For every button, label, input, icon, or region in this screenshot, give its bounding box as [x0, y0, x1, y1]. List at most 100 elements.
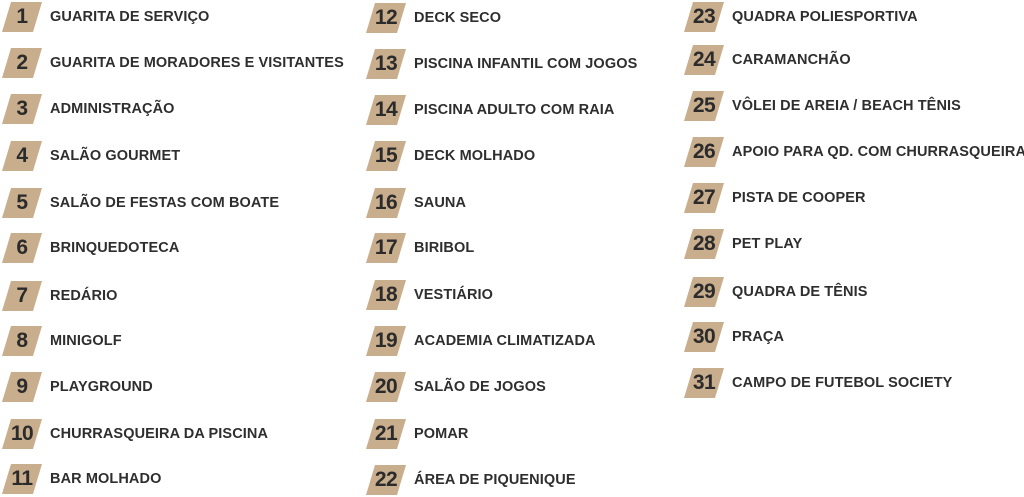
number-badge: 27 — [684, 183, 724, 213]
legend-item: 27 PISTA DE COOPER — [684, 181, 866, 215]
item-number: 4 — [16, 144, 28, 167]
item-label: BAR MOLHADO — [50, 471, 162, 487]
item-number: 23 — [692, 5, 716, 28]
legend-item: 21 POMAR — [366, 417, 468, 451]
number-badge: 20 — [366, 372, 406, 402]
legend-item: 5 SALÃO DE FESTAS COM BOATE — [2, 186, 279, 220]
legend-item: 23 QUADRA POLIESPORTIVA — [684, 0, 918, 34]
number-badge: 26 — [684, 137, 724, 167]
item-label: SALÃO DE FESTAS COM BOATE — [50, 195, 280, 211]
item-label: SAUNA — [414, 195, 467, 211]
item-number: 10 — [10, 422, 34, 445]
legend-item: 26 APOIO PARA QD. COM CHURRASQUEIRA — [684, 135, 1024, 169]
number-badge: 4 — [2, 141, 42, 171]
item-number: 25 — [692, 94, 716, 117]
item-number: 18 — [374, 283, 398, 306]
item-label: CARAMANCHÃO — [732, 52, 851, 68]
legend-item: 31 CAMPO DE FUTEBOL SOCIETY — [684, 366, 952, 400]
item-label: PRAÇA — [732, 329, 785, 345]
item-label: DECK SECO — [414, 10, 502, 26]
item-label: PET PLAY — [732, 236, 803, 252]
item-label: SALÃO GOURMET — [50, 148, 181, 164]
item-label: MINIGOLF — [50, 333, 122, 349]
item-number: 3 — [16, 97, 28, 120]
item-label: SALÃO DE JOGOS — [414, 379, 546, 395]
item-number: 22 — [374, 468, 398, 491]
number-badge: 13 — [366, 49, 406, 79]
legend-item: 30 PRAÇA — [684, 320, 784, 354]
number-badge: 23 — [684, 2, 724, 32]
number-badge: 21 — [366, 419, 406, 449]
number-badge: 5 — [2, 188, 42, 218]
number-badge: 25 — [684, 91, 724, 121]
item-number: 19 — [374, 329, 398, 352]
item-number: 24 — [692, 48, 716, 71]
item-label: CHURRASQUEIRA DA PISCINA — [50, 426, 269, 442]
legend-item: 7 REDÁRIO — [2, 279, 118, 313]
item-number: 14 — [374, 98, 398, 121]
number-badge: 15 — [366, 141, 406, 171]
item-number: 11 — [11, 467, 33, 490]
number-badge: 1 — [2, 2, 42, 32]
legend-item: 15 DECK MOLHADO — [366, 139, 535, 173]
legend-item: 3 ADMINISTRAÇÃO — [2, 92, 175, 126]
number-badge: 7 — [2, 281, 42, 311]
legend-item: 25 VÔLEI DE AREIA / BEACH TÊNIS — [684, 89, 961, 123]
item-label: BIRIBOL — [414, 240, 475, 256]
legend-item: 4 SALÃO GOURMET — [2, 139, 180, 173]
item-number: 31 — [692, 371, 716, 394]
item-label: VESTIÁRIO — [414, 287, 494, 303]
item-number: 16 — [374, 191, 398, 214]
legend-item: 19 ACADEMIA CLIMATIZADA — [366, 324, 596, 358]
item-label: PLAYGROUND — [50, 379, 153, 395]
item-number: 12 — [374, 6, 398, 29]
legend-item: 20 SALÃO DE JOGOS — [366, 370, 546, 404]
item-number: 30 — [692, 325, 716, 348]
item-label: PISTA DE COOPER — [732, 190, 866, 206]
item-label: ACADEMIA CLIMATIZADA — [414, 333, 596, 349]
number-badge: 16 — [366, 188, 406, 218]
legend-item: 18 VESTIÁRIO — [366, 278, 493, 312]
item-label: REDÁRIO — [50, 288, 118, 304]
item-label: PISCINA ADULTO COM RAIA — [414, 102, 615, 118]
item-label: GUARITA DE SERVIÇO — [50, 9, 210, 25]
item-number: 29 — [692, 280, 716, 303]
item-number: 13 — [374, 52, 398, 75]
item-label: POMAR — [414, 426, 469, 442]
item-label: ADMINISTRAÇÃO — [50, 101, 175, 117]
legend-item: 8 MINIGOLF — [2, 324, 122, 358]
number-badge: 28 — [684, 229, 724, 259]
legend-item: 10 CHURRASQUEIRA DA PISCINA — [2, 417, 268, 451]
item-number: 17 — [374, 236, 398, 259]
item-number: 21 — [374, 422, 398, 445]
legend-item: 22 ÁREA DE PIQUENIQUE — [366, 463, 576, 497]
legend-item: 14 PISCINA ADULTO COM RAIA — [366, 93, 614, 127]
item-number: 1 — [16, 5, 28, 28]
item-label: APOIO PARA QD. COM CHURRASQUEIRA — [732, 144, 1024, 160]
item-label: BRINQUEDOTECA — [50, 240, 180, 256]
item-label: QUADRA DE TÊNIS — [732, 284, 868, 300]
item-label: VÔLEI DE AREIA / BEACH TÊNIS — [732, 98, 961, 114]
legend-item: 9 PLAYGROUND — [2, 370, 153, 404]
legend-item: 16 SAUNA — [366, 186, 466, 220]
item-label: GUARITA DE MORADORES E VISITANTES — [50, 55, 344, 71]
item-number: 7 — [16, 284, 28, 307]
number-badge: 24 — [684, 45, 724, 75]
item-label: PISCINA INFANTIL COM JOGOS — [414, 56, 638, 72]
legend-item: 12 DECK SECO — [366, 1, 501, 35]
legend-item: 6 BRINQUEDOTECA — [2, 231, 179, 265]
item-number: 27 — [692, 186, 716, 209]
item-number: 8 — [16, 329, 28, 352]
number-badge: 17 — [366, 233, 406, 263]
item-number: 2 — [16, 51, 28, 74]
number-badge: 29 — [684, 277, 724, 307]
legend-item: 13 PISCINA INFANTIL COM JOGOS — [366, 47, 637, 81]
item-label: ÁREA DE PIQUENIQUE — [414, 472, 576, 488]
legend-item: 2 GUARITA DE MORADORES E VISITANTES — [2, 46, 344, 80]
item-number: 9 — [16, 375, 28, 398]
item-label: DECK MOLHADO — [414, 148, 536, 164]
item-number: 26 — [692, 140, 716, 163]
number-badge: 22 — [366, 465, 406, 495]
number-badge: 14 — [366, 95, 406, 125]
